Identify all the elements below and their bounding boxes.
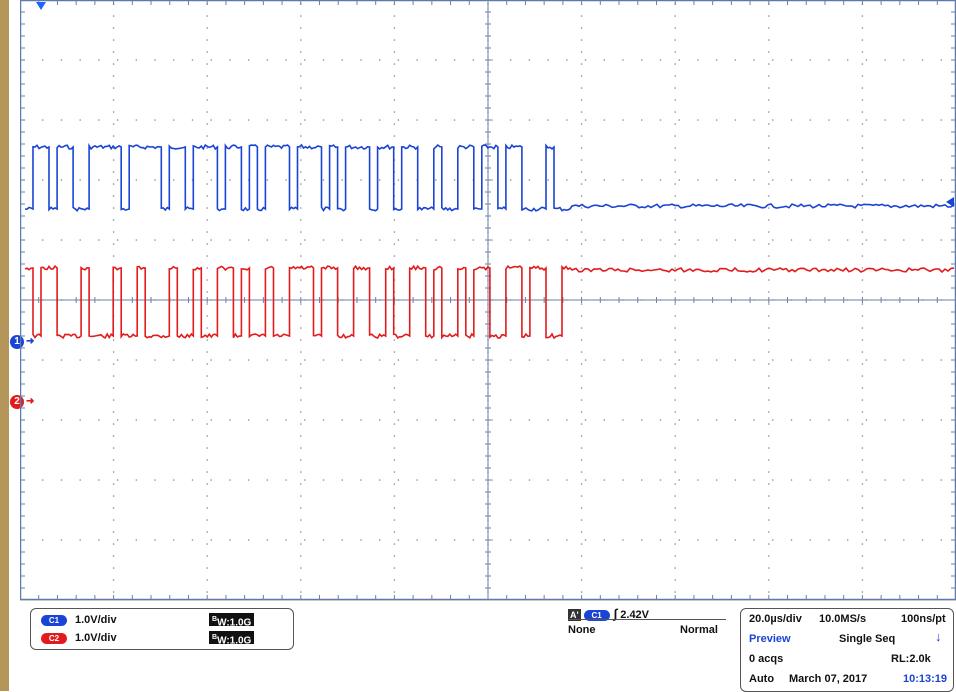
arrow-down-icon: ↓ [935,629,942,644]
ch2-waveform [24,264,955,340]
trigger-level-icon[interactable] [946,197,954,207]
trigger-mode: Normal [680,624,718,636]
ch1-waveform [24,142,955,213]
trigger-level: 2.42V [620,609,650,621]
acq-time: 10:13:19 [903,673,948,685]
ch2-bandwidth: BW:1.0G [209,631,255,646]
graticule [20,0,956,600]
ch2-vertical-row[interactable]: C2 1.0V/div [41,632,117,644]
trigger-divider [568,619,726,620]
record-length: RL:2.0k [891,653,931,665]
run-mode: Single Seq [839,633,896,645]
rising-edge-icon: ∫ [613,606,618,621]
ch1-arrow-icon: ➜ [26,336,35,347]
resolution: 100ns/pt [901,613,946,625]
vertical-settings[interactable]: C1 1.0V/div BW:1.0G C2 1.0V/div BW:1.0G [30,608,294,650]
waveform-display[interactable] [20,0,956,600]
trigger-position-icon[interactable] [36,2,46,10]
ch1-bandwidth: BW:1.0G [209,613,255,628]
ch2-scale: 1.0V/div [75,632,117,644]
trigger-row: A' C1 ∫ 2.42V [568,606,649,621]
ch1-pill: C1 [41,614,67,626]
trigger-a-icon: A' [568,609,581,621]
ch2-arrow-icon: ➜ [26,396,35,407]
acq-state: Preview [749,633,791,645]
ch1-vertical-row[interactable]: C1 1.0V/div [41,614,117,626]
trigger-coupling: None [568,624,596,636]
timebase: 20.0µs/div [749,613,802,625]
acquisition-settings[interactable]: 20.0µs/div 10.0MS/s 100ns/pt Preview Sin… [740,608,954,692]
trigger-source-pill: C1 [583,609,610,621]
trigger-type: Auto [749,673,775,685]
trigger-settings[interactable]: A' C1 ∫ 2.42V None Normal [568,603,726,643]
acq-count: 0 acqs [749,653,784,665]
status-panel: C1 1.0V/div BW:1.0G C2 1.0V/div BW:1.0G A'… [20,600,956,692]
left-rail [0,0,9,691]
ch2-pill: C2 [41,632,67,644]
sample-rate: 10.0MS/s [819,613,867,625]
acq-date: March 07, 2017 [789,673,868,685]
ch1-scale: 1.0V/div [75,614,117,626]
